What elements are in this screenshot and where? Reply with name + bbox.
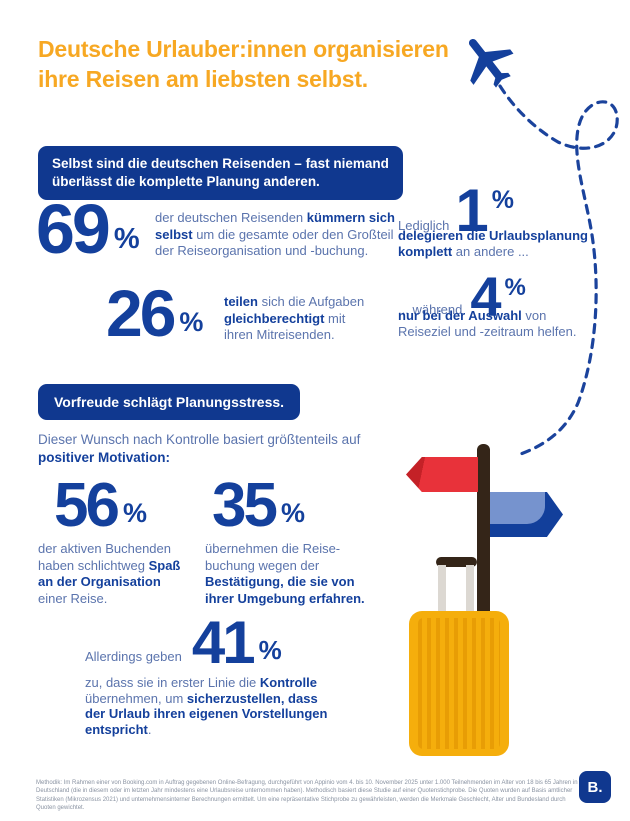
stat-26-number: 26 % (106, 276, 204, 350)
stat-1-number: Lediglich 1 % (398, 177, 514, 245)
methodology-note: Methodik: Im Rahmen einer von Booking.co… (36, 780, 578, 812)
page-title: Deutsche Urlauber:innen organisieren ihre… (38, 36, 449, 92)
stat-4-text: nur bei der Auswahl von Reiseziel und -ze… (398, 308, 577, 339)
stat-41-number: Allerdings geben 41 % (85, 609, 282, 676)
suitcase-ribs (418, 618, 500, 749)
stat-value: 41 (191, 609, 256, 676)
stat-lead: ... während (398, 302, 463, 317)
percent-sign: % (179, 307, 204, 338)
stat-69-number: 69 % (36, 190, 140, 268)
percent-sign: % (113, 222, 140, 255)
stat-value: 69 (36, 190, 111, 268)
percent-sign: % (491, 186, 514, 214)
stat-lead: Allerdings geben (85, 648, 182, 664)
percent-sign: % (122, 498, 147, 529)
suitcase-handle (436, 557, 477, 567)
stat-69-text: der deutschen Reisenden kümmern sich selb… (155, 210, 395, 258)
stat-4-number: ... während 4 % (398, 265, 526, 329)
rolling-suitcase-icon (409, 611, 509, 756)
arrow-highlight (490, 492, 546, 524)
signpost-pole (477, 444, 490, 614)
signpost-red-arrow-left-icon (406, 457, 478, 492)
section-banner-self-planning: Selbst sind die deutschen Reisenden – fa… (38, 146, 403, 200)
stat-value: 4 (470, 265, 501, 329)
stat-26-text: teilen sich die Aufgaben gleichberechtigt… (224, 294, 365, 342)
signpost-blue-arrow-right-icon (490, 492, 563, 537)
stat-56-number: 56 % (54, 471, 147, 540)
section-banner-anticipation: Vorfreude schlägt Planungsstress. (38, 384, 301, 420)
percent-sign: % (280, 498, 305, 529)
percent-sign: % (504, 274, 526, 301)
stat-35-number: 35 % (212, 471, 305, 540)
suitcase-handle-stem-right (466, 565, 474, 613)
motivation-intro-text: Dieser Wunsch nach Kontrolle basiert grö… (38, 432, 361, 465)
stat-56-text: der aktiven Buchenden haben schlichtweg S… (38, 541, 181, 606)
stat-41-text: zu, dass sie in erster Linie die Kontrol… (85, 675, 328, 737)
stat-value: 1 (455, 177, 488, 245)
percent-sign: % (258, 634, 282, 665)
stat-value: 56 (54, 471, 120, 540)
airplane-icon (469, 38, 514, 88)
stat-lead: Lediglich (398, 218, 450, 233)
stat-value: 26 (106, 276, 176, 350)
stat-value: 35 (212, 471, 278, 540)
booking-logo: B. (579, 771, 611, 803)
stat-35-text: übernehmen die Reise-buchung wegen der Be… (205, 541, 365, 606)
stat-1-text: delegieren die Urlaubsplanung komplett an… (398, 228, 588, 259)
suitcase-handle-stem-left (438, 565, 446, 613)
